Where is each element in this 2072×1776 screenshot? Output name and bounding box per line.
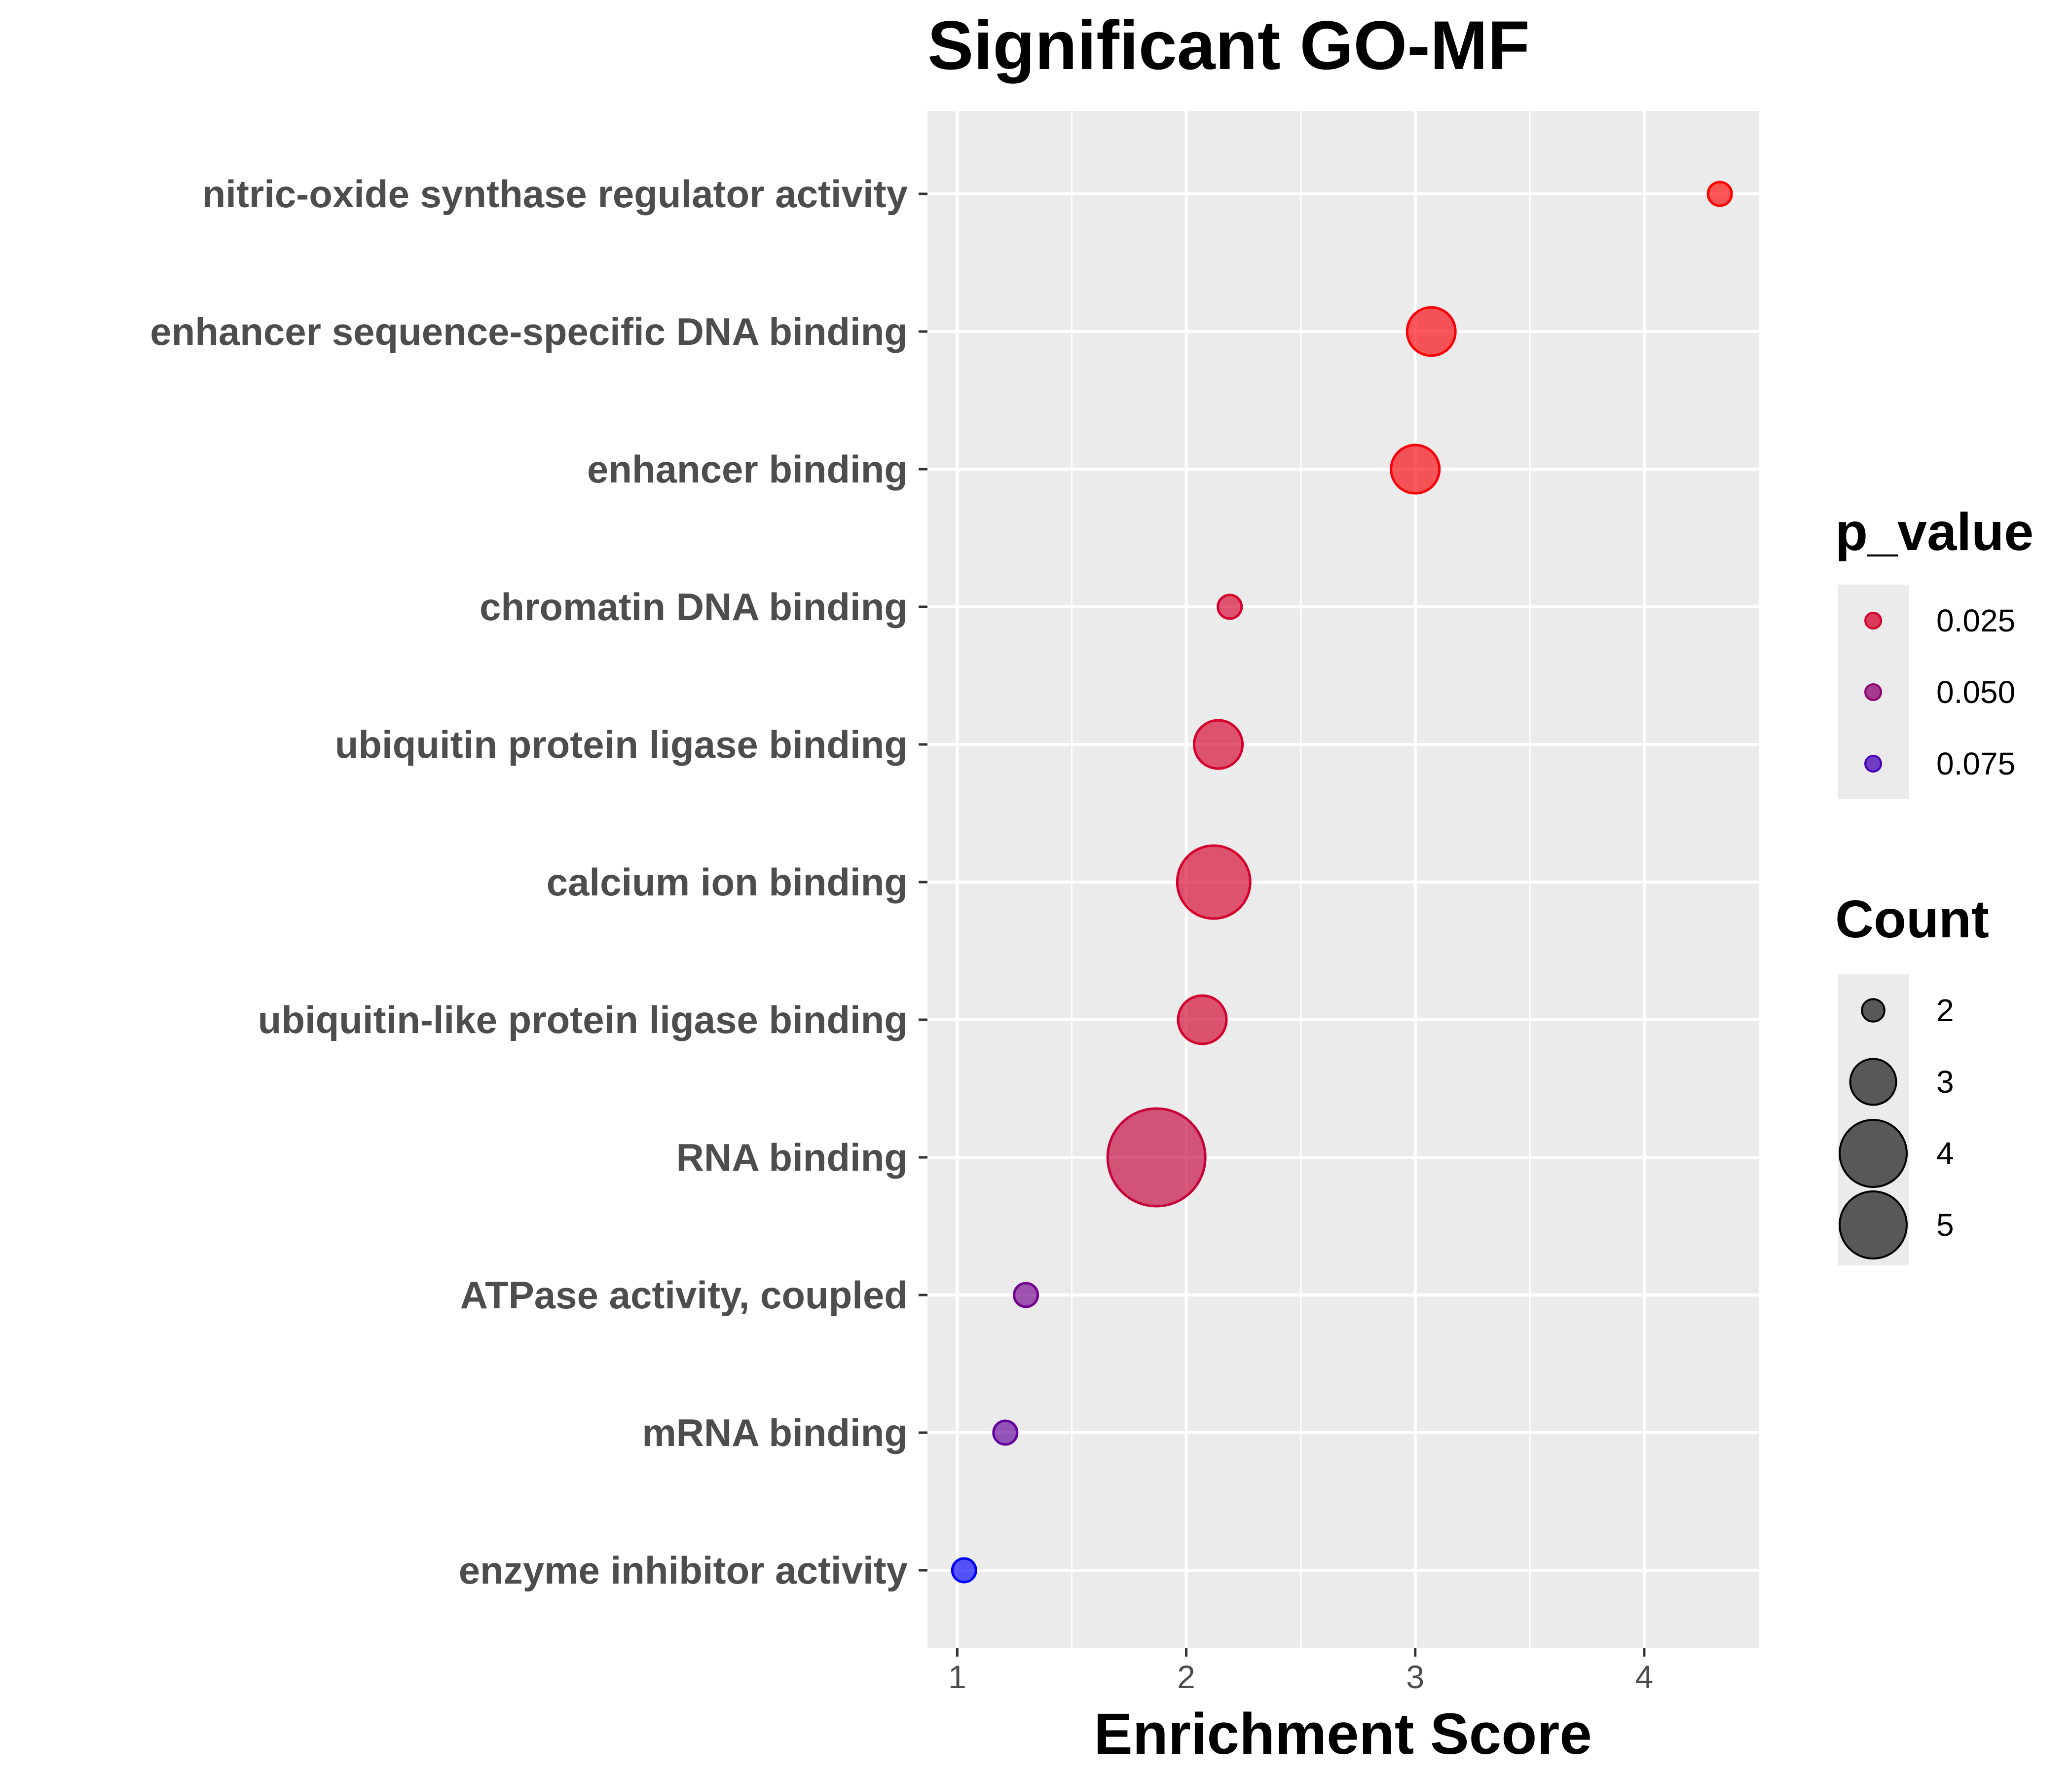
data-point [1406, 306, 1457, 357]
count-legend-label: 2 [1936, 993, 1954, 1028]
count-legend-label: 5 [1936, 1207, 1954, 1243]
category-label: ATPase activity, coupled [460, 1273, 908, 1317]
x-tick-label: 1 [948, 1659, 966, 1695]
count-legend-swatch [1849, 1058, 1897, 1106]
p-value-legend: p_value 0.025 0.050 0.075 [1835, 502, 2034, 799]
count-legend-label: 3 [1936, 1064, 1954, 1100]
p-value-legend-label: 0.025 [1936, 603, 2015, 638]
count-legend-swatch [1861, 998, 1886, 1023]
x-tick-label: 4 [1635, 1659, 1654, 1695]
p-value-legend-title: p_value [1835, 502, 2034, 561]
category-label: nitric-oxide synthase regulator activity [202, 172, 908, 216]
chart-title: Significant GO-MF [927, 6, 1530, 84]
count-legend: Count 2 3 4 5 [1835, 889, 1989, 1265]
x-axis-title: Enrichment Score [1094, 1702, 1592, 1767]
data-point [1177, 994, 1228, 1045]
p-value-legend-swatch [1864, 612, 1882, 629]
data-point [1706, 181, 1733, 207]
x-axis-ticks: 1 2 3 4 [948, 1648, 1653, 1695]
data-point [951, 1557, 977, 1584]
plot-panel [927, 111, 1759, 1648]
count-legend-swatch [1839, 1190, 1908, 1259]
p-value-legend-label: 0.050 [1936, 674, 2015, 710]
category-label: enhancer binding [587, 447, 908, 491]
category-label: ubiquitin-like protein ligase binding [258, 998, 908, 1041]
p-value-legend-swatch [1864, 683, 1882, 701]
data-point [1176, 844, 1252, 920]
count-legend-swatch [1839, 1119, 1908, 1188]
category-label: enhancer sequence-specific DNA binding [150, 310, 908, 353]
data-point [1217, 593, 1243, 620]
data-point [992, 1419, 1019, 1446]
data-point [1106, 1107, 1207, 1208]
data-point [1193, 719, 1244, 770]
data-point [1390, 444, 1441, 495]
x-tick-label: 3 [1406, 1659, 1424, 1695]
count-legend-title: Count [1835, 889, 1989, 949]
category-label: mRNA binding [642, 1411, 908, 1454]
category-label: chromatin DNA binding [480, 585, 908, 629]
category-label: calcium ion binding [547, 860, 908, 904]
data-points [951, 181, 1733, 1584]
p-value-legend-swatch [1864, 755, 1882, 773]
category-label: ubiquitin protein ligase binding [335, 723, 908, 766]
count-legend-label: 4 [1936, 1136, 1954, 1171]
data-point [1013, 1282, 1039, 1308]
category-label: RNA binding [676, 1136, 908, 1179]
p-value-legend-label: 0.075 [1936, 746, 2015, 781]
x-tick-label: 2 [1177, 1659, 1195, 1695]
y-axis-ticks: nitric-oxide synthase regulator activity… [150, 172, 927, 1592]
category-label: enzyme inhibitor activity [459, 1549, 908, 1592]
